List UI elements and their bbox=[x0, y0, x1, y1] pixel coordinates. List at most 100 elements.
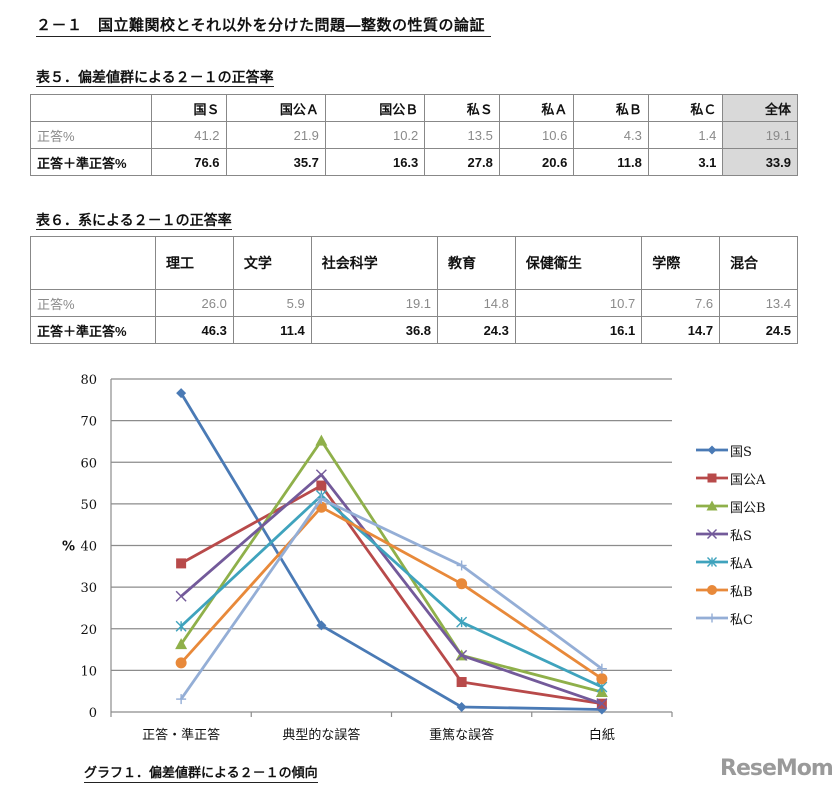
star-marker-icon bbox=[456, 616, 468, 628]
table5-header-cell: 私Ｓ bbox=[424, 94, 500, 122]
chart-legend: 国S 国公A 国公B 私S 私A 私B 私C bbox=[696, 436, 766, 632]
table6-header-cell: 文学 bbox=[232, 236, 312, 290]
circle-marker-icon bbox=[707, 585, 717, 595]
series-私S bbox=[175, 469, 608, 710]
watermark-logo: ReseMom bbox=[720, 756, 832, 781]
table-cell: 10.6 bbox=[498, 121, 575, 149]
x-tick-label: 白紙 bbox=[589, 727, 615, 743]
table6-header-cell: 理工 bbox=[155, 236, 234, 290]
diamond-marker-icon bbox=[316, 620, 327, 631]
y-tick-label: 20 bbox=[80, 623, 97, 638]
row-label: 正答＋準正答% bbox=[30, 148, 152, 176]
table-cell: 36.8 bbox=[310, 316, 439, 344]
line-chart: 0 10 20 30 40 50 60 70 80 正答・準正答 典型的な誤答 重篤な誤答 白紙% bbox=[62, 373, 673, 743]
table5-header-cell: 私Ｂ bbox=[573, 94, 649, 122]
y-tick-label: 10 bbox=[80, 664, 97, 679]
diamond-marker-icon bbox=[707, 445, 717, 455]
table-cell: 20.6 bbox=[498, 148, 575, 176]
square-marker-icon bbox=[456, 677, 467, 688]
x-tick-label: 典型的な誤答 bbox=[282, 727, 360, 743]
y-tick-label: 30 bbox=[80, 581, 97, 596]
triangle-marker-icon bbox=[175, 638, 188, 650]
legend-label: 私S bbox=[730, 528, 752, 544]
legend-label: 国S bbox=[730, 444, 752, 460]
y-tick-label: 40 bbox=[80, 540, 97, 555]
series-line bbox=[179, 439, 603, 694]
square-legend-icon bbox=[696, 473, 728, 483]
diamond-marker-icon bbox=[456, 702, 467, 713]
table6-header-row: 理工 文学 社会科学 教育 保健衛生 学際 混合 bbox=[30, 236, 798, 290]
plus-marker-icon bbox=[456, 560, 467, 571]
table5-caption: 表５．偏差値群による２－１の正答率 bbox=[36, 70, 274, 87]
row-label: 正答% bbox=[30, 121, 152, 149]
table-cell-total: 19.1 bbox=[722, 121, 798, 149]
legend-label: 私B bbox=[730, 584, 753, 600]
page-title: ２－１ 国立難関校とそれ以外を分けた問題―整数の性質の論証 bbox=[36, 14, 492, 37]
square-marker-icon bbox=[176, 558, 187, 569]
table-cell: 16.1 bbox=[514, 316, 643, 344]
series-私C bbox=[176, 493, 607, 705]
row-label: 正答% bbox=[30, 289, 156, 317]
table-row: 正答% 41.2 21.9 10.2 13.5 10.6 4.3 1.4 19.… bbox=[30, 121, 798, 149]
legend-item: 私A bbox=[696, 548, 766, 576]
y-tick-label: 50 bbox=[80, 498, 97, 513]
table-cell: 24.5 bbox=[719, 316, 798, 344]
series-国公A bbox=[176, 480, 607, 709]
y-axis-label: % bbox=[62, 540, 75, 555]
legend-item: 私C bbox=[696, 604, 766, 632]
y-tick-label: 70 bbox=[80, 415, 97, 430]
table-cell: 35.7 bbox=[225, 148, 326, 176]
table-row: 正答＋準正答% 76.6 35.7 16.3 27.8 20.6 11.8 3.… bbox=[30, 148, 798, 176]
series-私A bbox=[175, 490, 608, 693]
table-cell: 11.8 bbox=[573, 148, 649, 176]
star-legend-icon bbox=[696, 557, 728, 567]
triangle-legend-icon bbox=[696, 500, 728, 511]
legend-label: 私A bbox=[730, 556, 753, 572]
y-tick-label: 60 bbox=[80, 456, 97, 471]
series-line bbox=[180, 473, 603, 705]
table-row: 正答＋準正答% 46.3 11.4 36.8 24.3 16.1 14.7 24… bbox=[30, 316, 798, 344]
table-cell: 26.0 bbox=[155, 289, 234, 317]
legend-item: 私S bbox=[696, 520, 766, 548]
table-cell-total: 33.9 bbox=[722, 148, 798, 176]
x-marker-icon bbox=[596, 698, 608, 710]
table6: 理工 文学 社会科学 教育 保健衛生 学際 混合 正答% 26.0 5.9 19… bbox=[30, 236, 798, 344]
table5-header-cell: 私Ｃ bbox=[647, 94, 724, 122]
row-label: 正答＋準正答% bbox=[30, 316, 156, 344]
table-cell: 46.3 bbox=[155, 316, 234, 344]
x-marker-icon bbox=[315, 469, 327, 481]
series-国S bbox=[176, 388, 607, 715]
legend-label: 国公A bbox=[730, 472, 766, 488]
table5-header-cell: 国Ｓ bbox=[151, 94, 227, 122]
table-cell: 1.4 bbox=[647, 121, 724, 149]
table6-header-cell: 社会科学 bbox=[310, 236, 439, 290]
y-tick-label: 0 bbox=[89, 706, 97, 721]
legend-item: 国公B bbox=[696, 492, 766, 520]
table-cell: 24.3 bbox=[437, 316, 516, 344]
table-cell: 76.6 bbox=[151, 148, 227, 176]
table-cell: 4.3 bbox=[573, 121, 649, 149]
series-line bbox=[180, 494, 603, 689]
plus-marker-icon bbox=[596, 663, 607, 674]
table-cell: 5.9 bbox=[232, 289, 312, 317]
table-cell: 13.4 bbox=[719, 289, 798, 317]
table6-caption: 表６．系による２－１の正答率 bbox=[36, 213, 232, 230]
table5-header-cell: 私Ａ bbox=[498, 94, 575, 122]
table6-header-cell bbox=[30, 236, 156, 290]
x-marker-icon bbox=[456, 649, 468, 661]
table5-header-cell: 国公Ｂ bbox=[324, 94, 426, 122]
table-cell: 7.6 bbox=[641, 289, 721, 317]
circle-legend-icon bbox=[696, 585, 728, 595]
star-marker-icon bbox=[707, 557, 717, 567]
table-cell: 14.8 bbox=[437, 289, 516, 317]
table5-header-cell bbox=[30, 94, 152, 122]
series-line bbox=[179, 497, 603, 700]
table-cell: 19.1 bbox=[310, 289, 439, 317]
table-cell: 16.3 bbox=[324, 148, 426, 176]
square-marker-icon bbox=[707, 473, 717, 483]
diamond-legend-icon bbox=[696, 445, 728, 455]
table6-header-cell: 教育 bbox=[437, 236, 516, 290]
table-row: 正答% 26.0 5.9 19.1 14.8 10.7 7.6 13.4 bbox=[30, 289, 798, 317]
plus-legend-icon bbox=[696, 613, 728, 623]
table6-header-cell: 学際 bbox=[641, 236, 721, 290]
